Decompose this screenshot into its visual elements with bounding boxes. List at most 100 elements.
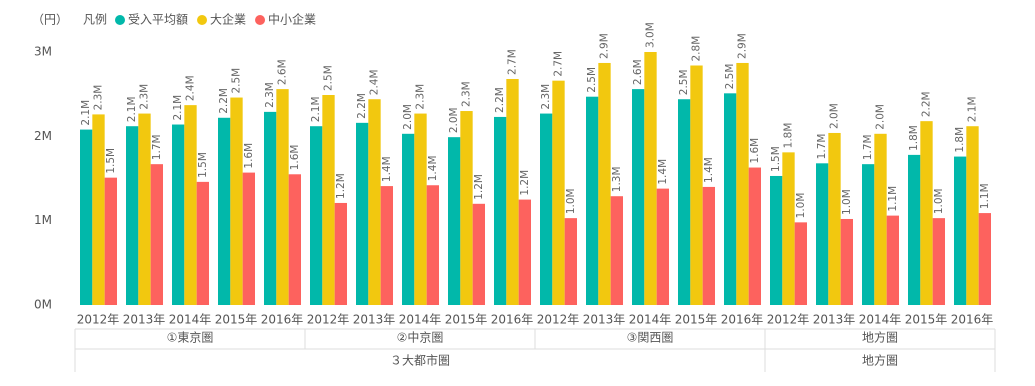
group-label: ②中京圏 [397, 330, 444, 345]
value-label: 1.4M [381, 156, 393, 182]
bar [518, 199, 531, 305]
value-label: 2.3M [139, 84, 151, 110]
bar [126, 126, 139, 305]
value-label: 2.4M [185, 75, 197, 101]
value-label: 2.4M [369, 69, 381, 95]
value-label: 1.7M [151, 134, 163, 160]
bar [414, 113, 427, 306]
x-tick-label: 2015年 [675, 313, 718, 327]
value-label: 2.1M [126, 96, 138, 122]
value-label: 2.5M [586, 67, 598, 93]
bar [472, 203, 485, 305]
value-label: 1.0M [841, 189, 853, 215]
bar [644, 52, 657, 305]
bar [656, 188, 669, 305]
bar [828, 132, 841, 305]
x-tick-label: 2013年 [353, 313, 396, 327]
bar [368, 99, 381, 305]
bar [794, 222, 807, 305]
value-label: 1.8M [954, 127, 966, 153]
x-tick-label: 2016年 [261, 313, 304, 327]
value-label: 1.4M [703, 157, 715, 183]
value-label: 1.6M [289, 145, 301, 171]
y-tick-label: 2M [34, 129, 52, 143]
value-label: 2.7M [553, 51, 565, 77]
bar [322, 95, 335, 305]
bar [80, 129, 93, 305]
value-label: 1.4M [657, 159, 669, 185]
bar [356, 122, 369, 305]
legend-label: 大企業 [210, 12, 246, 27]
bar [598, 62, 611, 305]
bar [586, 96, 599, 306]
bar [954, 156, 967, 305]
value-label: 1.4M [427, 155, 439, 181]
value-label: 2.0M [829, 103, 841, 129]
legend-swatch [197, 15, 208, 25]
value-label: 1.0M [565, 188, 577, 214]
bar [242, 172, 255, 305]
value-label: 1.5M [770, 146, 782, 172]
x-tick-label: 2016年 [721, 313, 764, 327]
bar [874, 133, 887, 305]
group-label: ①東京圏 [167, 331, 214, 345]
legend-swatch [115, 15, 125, 25]
value-label: 1.7M [862, 134, 874, 160]
value-label: 1.0M [795, 193, 807, 219]
bar [276, 89, 289, 306]
bar [402, 133, 415, 305]
bar [218, 117, 231, 305]
bar [702, 186, 715, 305]
bar [724, 93, 737, 305]
y-axis-label: （円） [32, 13, 68, 27]
value-label: 2.5M [231, 68, 243, 94]
value-label: 1.7M [816, 134, 828, 160]
bar [460, 111, 473, 306]
x-tick-label: 2016年 [951, 313, 994, 327]
value-label: 2.9M [737, 33, 749, 59]
value-label: 1.2M [335, 173, 347, 199]
value-label: 3.0M [645, 22, 657, 48]
x-tick-label: 2014年 [169, 313, 212, 327]
bar [380, 186, 393, 305]
legend-title: 凡例 [83, 13, 107, 27]
value-label: 1.0M [933, 188, 945, 214]
value-label: 2.7M [507, 49, 519, 75]
x-tick-label: 2013年 [123, 313, 166, 327]
value-label: 1.2M [519, 170, 531, 196]
x-tick-label: 2015年 [905, 313, 948, 327]
value-label: 2.2M [921, 91, 933, 117]
bar [552, 80, 565, 305]
bar [920, 121, 933, 305]
value-label: 2.2M [218, 88, 230, 114]
bar [506, 78, 519, 305]
bar [196, 181, 209, 305]
value-label: 1.1M [887, 186, 899, 212]
y-tick-label: 0M [34, 298, 52, 312]
bar [840, 218, 853, 305]
value-label: 2.0M [448, 107, 460, 133]
value-label: 2.1M [172, 95, 184, 121]
bar [862, 164, 875, 305]
bar [92, 114, 105, 305]
value-label: 1.2M [473, 174, 485, 200]
bar [172, 124, 185, 305]
value-label: 2.2M [356, 93, 368, 119]
x-tick-label: 2013年 [813, 313, 856, 327]
value-label: 2.0M [402, 104, 414, 130]
x-tick-label: 2016年 [491, 313, 534, 327]
bar [770, 175, 783, 305]
x-tick-label: 2014年 [859, 313, 902, 327]
bar [184, 105, 197, 305]
super-group-label: ３大都市圏 [390, 353, 450, 368]
value-label: 2.3M [540, 84, 552, 110]
value-label: 2.3M [461, 81, 473, 107]
bar [908, 154, 921, 305]
bar [782, 152, 795, 305]
bar [138, 113, 151, 306]
x-tick-label: 2012年 [537, 313, 580, 327]
x-tick-label: 2012年 [77, 313, 120, 327]
bar [494, 116, 507, 305]
